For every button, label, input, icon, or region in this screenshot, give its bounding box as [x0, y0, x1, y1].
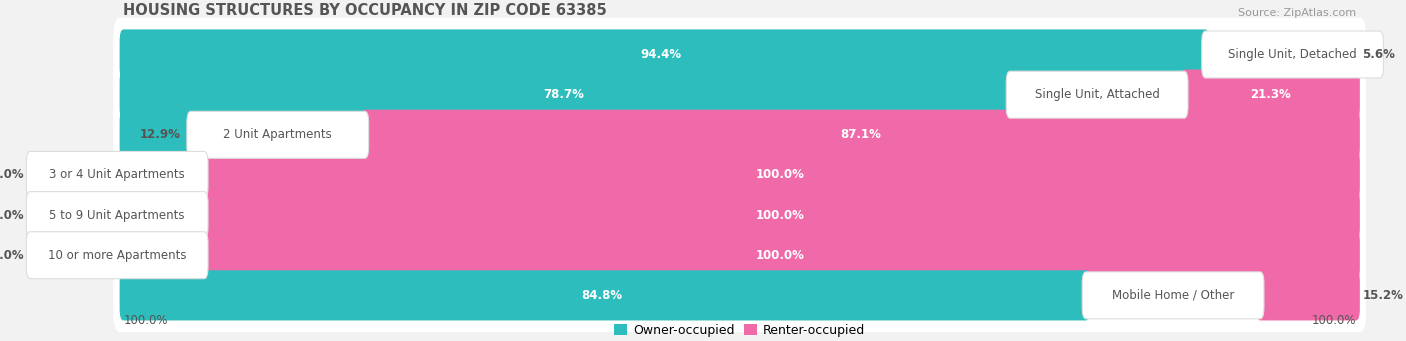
Text: 15.2%: 15.2%	[1362, 289, 1403, 302]
Text: 21.3%: 21.3%	[1250, 88, 1291, 101]
Text: 100.0%: 100.0%	[1312, 314, 1357, 327]
FancyBboxPatch shape	[120, 270, 1090, 321]
Text: 87.1%: 87.1%	[841, 128, 882, 141]
FancyBboxPatch shape	[120, 29, 1209, 79]
Legend: Owner-occupied, Renter-occupied: Owner-occupied, Renter-occupied	[609, 319, 870, 341]
FancyBboxPatch shape	[27, 192, 208, 239]
FancyBboxPatch shape	[1257, 270, 1360, 321]
FancyBboxPatch shape	[120, 110, 194, 160]
FancyBboxPatch shape	[114, 138, 1367, 212]
FancyBboxPatch shape	[201, 190, 1360, 240]
Text: 0.0%: 0.0%	[0, 249, 24, 262]
Text: 94.4%: 94.4%	[641, 48, 682, 61]
FancyBboxPatch shape	[201, 150, 1360, 200]
FancyBboxPatch shape	[201, 230, 1360, 280]
FancyBboxPatch shape	[27, 151, 208, 198]
Text: 78.7%: 78.7%	[543, 88, 583, 101]
Text: 0.0%: 0.0%	[0, 168, 24, 181]
Text: 100.0%: 100.0%	[756, 209, 804, 222]
FancyBboxPatch shape	[114, 219, 1367, 292]
FancyBboxPatch shape	[27, 232, 208, 279]
FancyBboxPatch shape	[114, 98, 1367, 172]
Text: 12.9%: 12.9%	[139, 128, 180, 141]
Text: Source: ZipAtlas.com: Source: ZipAtlas.com	[1239, 9, 1357, 18]
FancyBboxPatch shape	[1007, 71, 1188, 118]
FancyBboxPatch shape	[114, 58, 1367, 131]
FancyBboxPatch shape	[1202, 31, 1384, 78]
Text: 100.0%: 100.0%	[756, 168, 804, 181]
Text: 0.0%: 0.0%	[0, 209, 24, 222]
FancyBboxPatch shape	[120, 70, 1014, 120]
Text: Single Unit, Detached: Single Unit, Detached	[1229, 48, 1357, 61]
Text: 3 or 4 Unit Apartments: 3 or 4 Unit Apartments	[49, 168, 186, 181]
Text: 100.0%: 100.0%	[124, 314, 167, 327]
FancyBboxPatch shape	[114, 18, 1367, 91]
FancyBboxPatch shape	[114, 178, 1367, 252]
Text: Mobile Home / Other: Mobile Home / Other	[1112, 289, 1234, 302]
FancyBboxPatch shape	[1083, 272, 1264, 319]
Text: 2 Unit Apartments: 2 Unit Apartments	[224, 128, 332, 141]
FancyBboxPatch shape	[361, 110, 1360, 160]
FancyBboxPatch shape	[114, 258, 1367, 332]
Text: 5.6%: 5.6%	[1362, 48, 1395, 61]
Text: 10 or more Apartments: 10 or more Apartments	[48, 249, 187, 262]
FancyBboxPatch shape	[1181, 70, 1360, 120]
Text: Single Unit, Attached: Single Unit, Attached	[1035, 88, 1160, 101]
Text: 100.0%: 100.0%	[756, 249, 804, 262]
Text: 5 to 9 Unit Apartments: 5 to 9 Unit Apartments	[49, 209, 184, 222]
Text: HOUSING STRUCTURES BY OCCUPANCY IN ZIP CODE 63385: HOUSING STRUCTURES BY OCCUPANCY IN ZIP C…	[124, 3, 607, 18]
FancyBboxPatch shape	[187, 111, 368, 158]
Text: 84.8%: 84.8%	[581, 289, 621, 302]
